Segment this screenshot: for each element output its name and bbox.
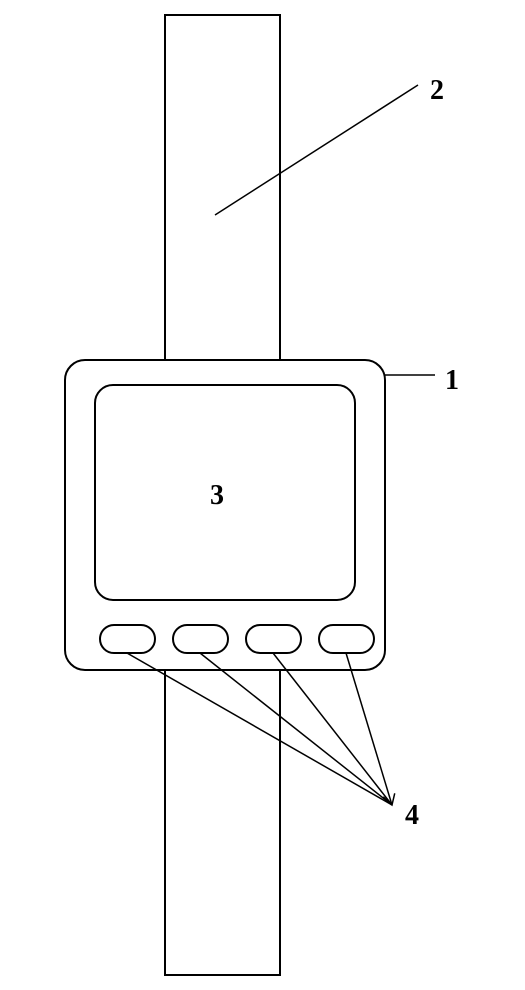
watch-diagram bbox=[0, 0, 525, 990]
leader-2 bbox=[215, 85, 418, 215]
leader-4-3 bbox=[273, 653, 392, 805]
button-1 bbox=[100, 625, 155, 653]
strap-top bbox=[165, 15, 280, 360]
label-2: 2 bbox=[430, 75, 444, 107]
watch-body bbox=[65, 360, 385, 670]
label-3: 3 bbox=[210, 480, 224, 512]
button-4 bbox=[319, 625, 374, 653]
label-4: 4 bbox=[405, 800, 419, 832]
button-3 bbox=[246, 625, 301, 653]
strap-bottom bbox=[165, 670, 280, 975]
watch-screen bbox=[95, 385, 355, 600]
label-1: 1 bbox=[445, 365, 459, 397]
button-2 bbox=[173, 625, 228, 653]
leader-4-2 bbox=[200, 653, 392, 805]
